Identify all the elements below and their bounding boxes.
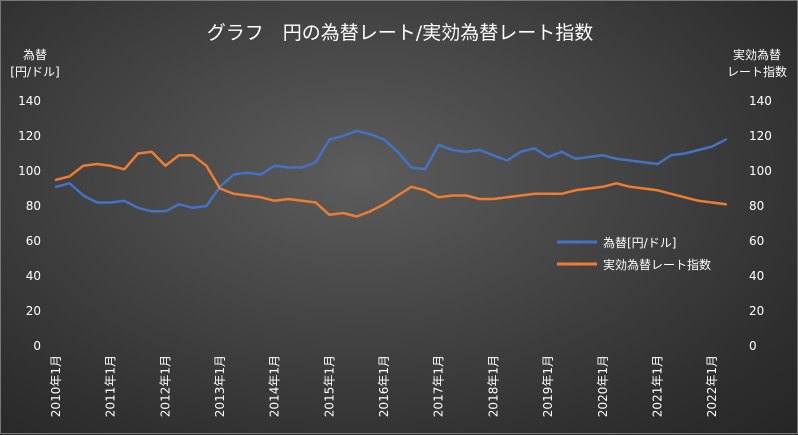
legend-label-exchange-rate: 為替[円/ドル] (603, 236, 676, 250)
right-tick-label: 60 (749, 234, 764, 248)
left-tick-label: 140 (18, 94, 41, 108)
left-axis-label-line1: 為替 (23, 48, 47, 62)
x-tick-label: 2021年1月 (650, 355, 664, 417)
series-lines (54, 129, 728, 218)
legend-label-effective-rate: 実効為替レート指数 (603, 257, 711, 272)
left-tick-label: 0 (33, 339, 41, 353)
x-tick-label: 2017年1月 (432, 355, 446, 417)
right-axis-label-line2: レート指数 (727, 64, 787, 79)
x-tick-label: 2012年1月 (158, 355, 172, 417)
series-line-effective-rate (54, 150, 728, 218)
right-tick-label: 120 (749, 129, 772, 143)
left-axis-ticks: 0 20 40 60 80 100 120 140 (18, 94, 41, 353)
legend: 為替[円/ドル] 実効為替レート指数 (557, 236, 711, 272)
right-tick-label: 20 (749, 304, 764, 318)
series-line-exchange-rate (54, 129, 728, 213)
x-axis-ticks: 2010年1月 2011年1月 2012年1月 2013年1月 2014年1月 2015年… (49, 355, 719, 417)
x-tick-label: 2019年1月 (541, 355, 555, 417)
x-tick-label: 2018年1月 (486, 355, 500, 417)
x-tick-label: 2011年1月 (104, 355, 118, 417)
right-axis-label-line1: 実効為替 (733, 47, 781, 62)
right-axis-ticks: 0 20 40 60 80 100 120 140 (749, 94, 772, 353)
x-tick-label: 2020年1月 (596, 355, 610, 417)
right-tick-label: 40 (749, 269, 764, 283)
x-tick-label: 2010年1月 (49, 355, 63, 417)
right-tick-label: 0 (749, 339, 757, 353)
chart-title: グラフ 円の為替レート/実効為替レート指数 (207, 22, 593, 44)
left-tick-label: 40 (26, 269, 41, 283)
x-tick-label: 2014年1月 (268, 355, 282, 417)
right-tick-label: 80 (749, 199, 764, 213)
left-axis-label-line2: [円/ドル] (10, 65, 59, 79)
left-tick-label: 60 (26, 234, 41, 248)
x-tick-label: 2015年1月 (322, 355, 336, 417)
x-tick-label: 2013年1月 (213, 355, 227, 417)
left-tick-label: 20 (26, 304, 41, 318)
right-tick-label: 100 (749, 164, 772, 178)
left-tick-label: 120 (18, 129, 41, 143)
left-tick-label: 100 (18, 164, 41, 178)
right-tick-label: 140 (749, 94, 772, 108)
left-tick-label: 80 (26, 199, 41, 213)
x-tick-label: 2022年1月 (705, 355, 719, 417)
x-tick-label: 2016年1月 (377, 355, 391, 417)
